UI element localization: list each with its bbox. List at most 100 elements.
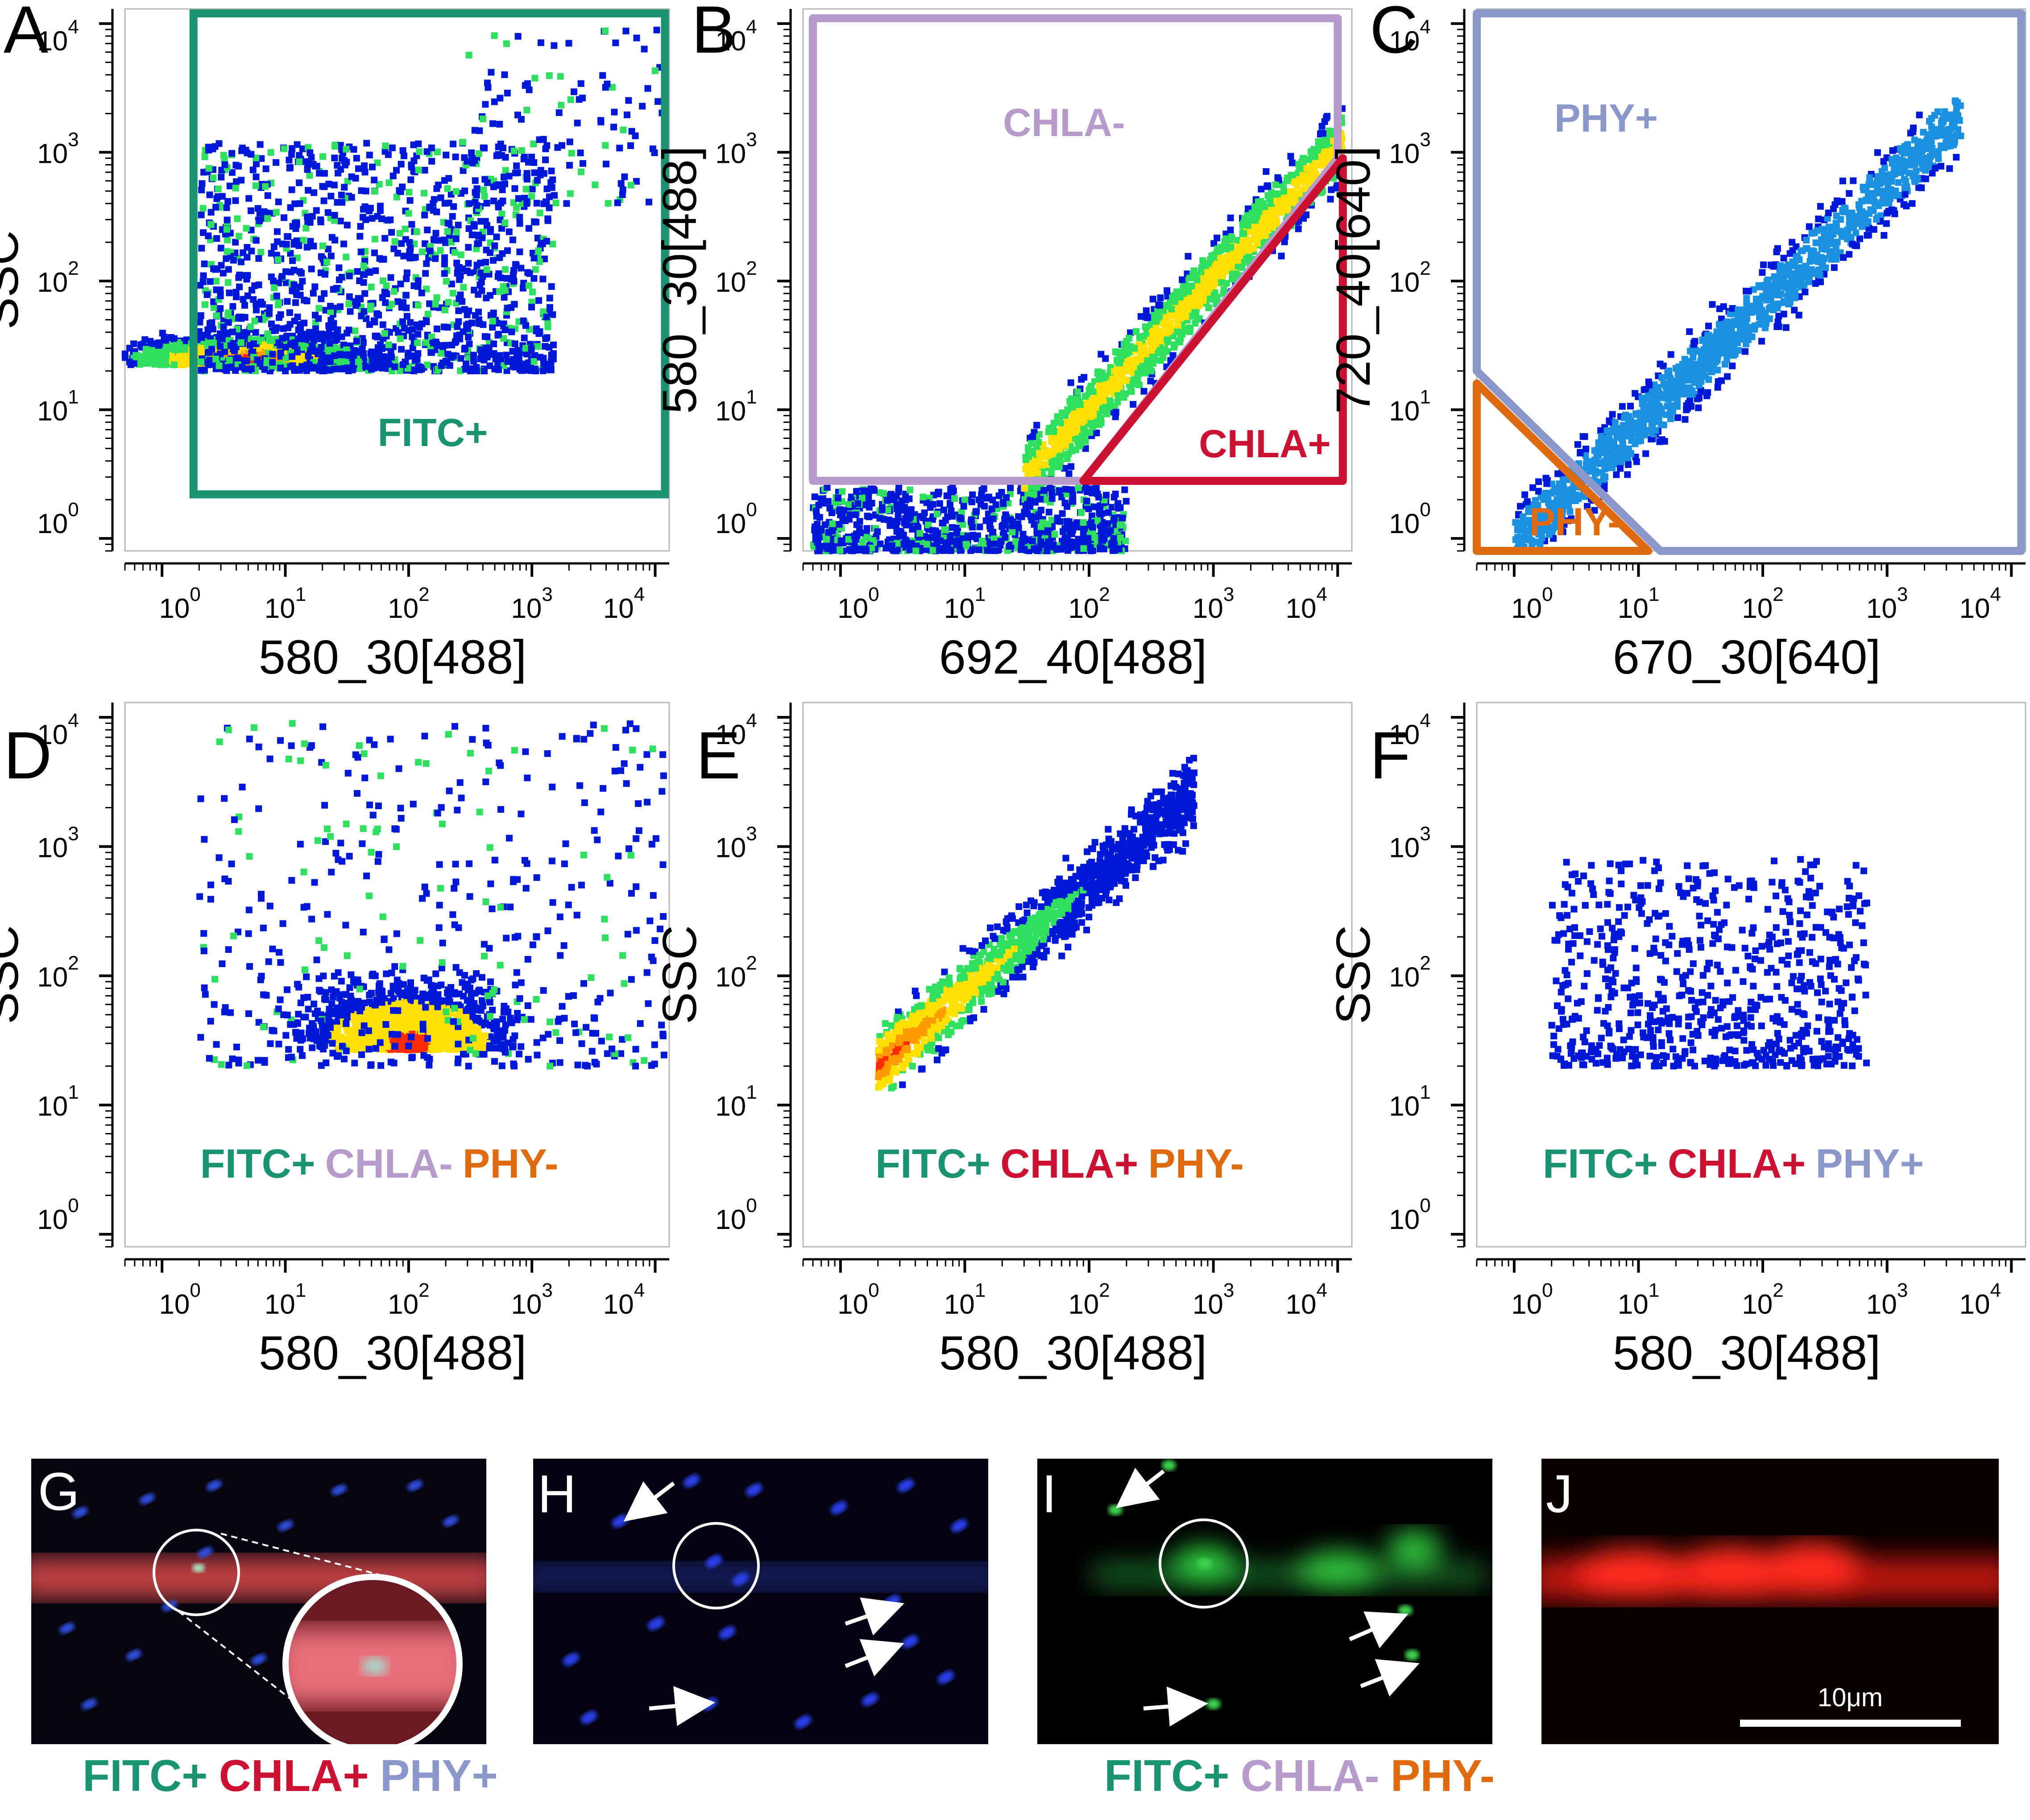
data-point	[441, 254, 448, 261]
data-point	[220, 152, 227, 159]
data-point	[443, 358, 451, 365]
data-point	[401, 325, 408, 332]
data-point	[472, 177, 479, 184]
data-point	[418, 290, 425, 297]
data-point	[379, 321, 386, 328]
data-point	[126, 359, 133, 366]
data-point	[387, 274, 394, 281]
data-point	[450, 141, 457, 148]
data-point	[414, 356, 421, 363]
data-point	[379, 364, 386, 372]
data-point	[940, 506, 948, 513]
data-point	[1099, 537, 1106, 544]
data-point	[212, 203, 220, 211]
data-point	[196, 328, 203, 335]
data-point	[1143, 307, 1150, 314]
data-point	[632, 132, 639, 139]
data-point	[548, 283, 555, 290]
data-point	[476, 281, 484, 289]
data-point	[530, 141, 537, 148]
data-point	[198, 367, 205, 374]
data-point	[284, 233, 291, 240]
data-point	[372, 188, 379, 195]
data-point	[223, 204, 230, 211]
data-point	[319, 153, 327, 160]
data-point	[298, 269, 305, 277]
data-point	[516, 214, 523, 221]
data-point	[267, 149, 274, 156]
data-point	[468, 231, 476, 238]
data-point	[287, 204, 294, 211]
x-tick-exponent: 2	[418, 583, 429, 605]
data-point	[433, 325, 440, 332]
data-point	[274, 238, 281, 245]
data-point	[1065, 470, 1073, 477]
data-point	[137, 360, 144, 367]
data-point	[655, 98, 662, 105]
data-point	[357, 248, 365, 256]
data-point	[956, 514, 963, 521]
data-point	[238, 315, 245, 322]
data-point	[346, 273, 353, 280]
data-point	[331, 154, 338, 161]
data-point	[351, 347, 358, 354]
data-point	[477, 346, 484, 353]
data-point	[623, 111, 630, 118]
data-point	[397, 335, 404, 342]
data-point	[275, 299, 282, 306]
data-point	[1114, 504, 1121, 511]
data-point	[1227, 227, 1234, 234]
data-point	[453, 332, 460, 339]
data-point	[473, 245, 480, 252]
data-point	[1048, 495, 1056, 502]
data-point	[308, 265, 315, 273]
data-point	[998, 538, 1005, 545]
data-point	[992, 547, 999, 554]
data-point	[394, 250, 401, 257]
data-point	[259, 301, 266, 308]
data-point	[416, 148, 423, 155]
data-point	[310, 290, 317, 297]
data-point	[995, 492, 1003, 499]
data-point	[544, 217, 551, 224]
data-point	[959, 521, 966, 528]
data-point	[523, 200, 530, 207]
data-point	[309, 342, 316, 349]
data-point	[892, 522, 899, 529]
data-point	[534, 343, 541, 350]
data-point	[435, 182, 442, 189]
data-point	[1091, 400, 1098, 407]
data-point	[339, 199, 346, 206]
data-point	[363, 140, 370, 147]
data-point	[204, 331, 211, 339]
data-point	[851, 532, 858, 539]
data-point	[247, 207, 254, 214]
data-point	[262, 183, 269, 190]
data-point	[829, 527, 836, 534]
data-point	[468, 155, 475, 162]
data-point	[468, 319, 476, 327]
data-point	[441, 270, 448, 277]
data-point	[397, 281, 404, 288]
data-point	[1061, 535, 1069, 542]
data-point	[574, 120, 581, 127]
data-point	[986, 522, 993, 529]
data-point	[347, 308, 354, 315]
data-point	[368, 366, 375, 373]
data-point	[442, 342, 449, 349]
data-point	[1156, 302, 1164, 309]
data-point	[975, 546, 982, 553]
data-point	[468, 149, 475, 157]
data-point	[234, 215, 241, 222]
data-point	[515, 195, 522, 202]
data-point	[504, 305, 511, 312]
data-point	[249, 166, 257, 174]
data-point	[481, 176, 489, 183]
data-point	[224, 216, 231, 223]
data-point	[1035, 513, 1042, 520]
data-point	[243, 225, 250, 232]
data-point	[602, 27, 609, 34]
data-point	[293, 288, 300, 295]
x-tick-exponent: 1	[295, 583, 306, 605]
